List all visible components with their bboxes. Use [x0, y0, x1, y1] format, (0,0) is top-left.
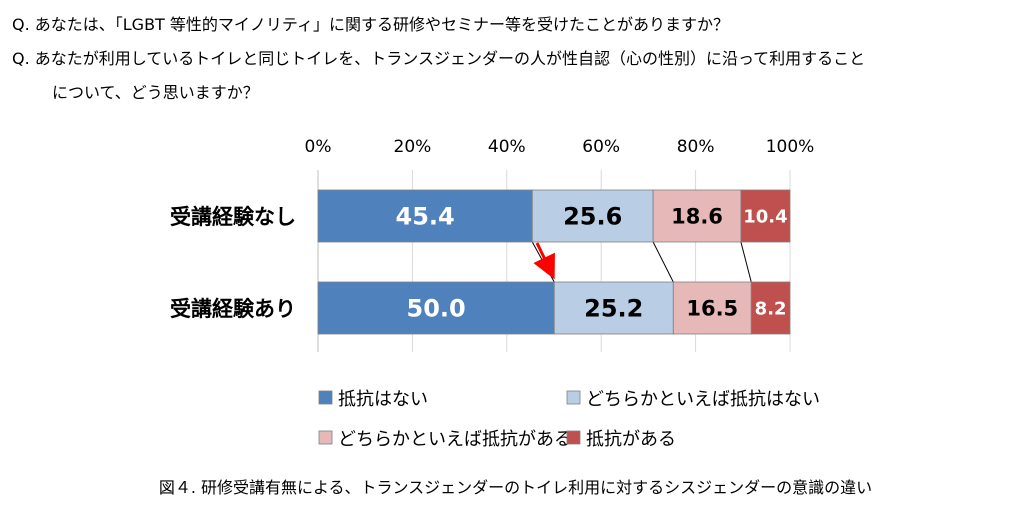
legend-swatch — [318, 390, 333, 405]
legend-swatch — [566, 430, 581, 445]
data-label: 18.6 — [671, 205, 723, 229]
category-label: 受講経験なし — [170, 205, 296, 229]
category-label: 受講経験あり — [170, 297, 296, 321]
stacked-bar-chart: 0% 20% 40% 60% 80% 100% 受講経験なし 45.4 25.6 18.6 10.… — [170, 137, 820, 450]
legend-swatch — [566, 390, 581, 405]
x-tick-label: 0% — [305, 137, 332, 157]
bar-segment — [553, 281, 674, 335]
series-line — [531, 241, 555, 283]
highlight-arrow — [533, 242, 555, 280]
question-2-continued: について、どう思いますか？ — [52, 83, 259, 102]
legend-label: どちらかといえば抵抗がある — [338, 429, 572, 450]
x-tick-label: 60% — [582, 137, 620, 157]
bar-segment — [740, 189, 791, 243]
legend-swatch — [318, 430, 333, 445]
question-2: Q. あなたが利用しているトイレと同じトイレを、トランスジェンダーの人が性自認（… — [12, 49, 866, 68]
bar-segment — [531, 189, 654, 243]
data-label: 25.2 — [584, 295, 643, 323]
x-tick-label: 20% — [394, 137, 432, 157]
x-tick-label: 80% — [677, 137, 715, 157]
bar-segment — [317, 281, 555, 335]
bar-segment — [672, 281, 752, 335]
legend-label: どちらかといえば抵抗はない — [586, 389, 820, 410]
series-line — [652, 241, 674, 283]
series-line — [740, 241, 752, 283]
data-label: 8.2 — [755, 298, 787, 319]
bar-segment — [652, 189, 742, 243]
data-label: 45.4 — [396, 203, 455, 231]
data-label: 50.0 — [407, 295, 466, 323]
bar-segment — [317, 189, 533, 243]
x-tick-label: 100% — [766, 137, 815, 157]
legend-label: 抵抗はない — [338, 389, 428, 410]
data-label: 16.5 — [686, 297, 738, 321]
data-label: 25.6 — [563, 203, 622, 231]
figure-caption: 図４. 研修受講有無による、トランスジェンダーのトイレ利用に対するシスジェンダー… — [158, 478, 873, 497]
legend-label: 抵抗がある — [586, 429, 676, 450]
question-1: Q. あなたは、「LGBT 等性的マイノリティ」に関する研修やセミナー等を受けた… — [12, 15, 729, 34]
data-label: 10.4 — [743, 206, 787, 227]
bar-segment — [750, 281, 791, 335]
x-tick-label: 40% — [488, 137, 526, 157]
